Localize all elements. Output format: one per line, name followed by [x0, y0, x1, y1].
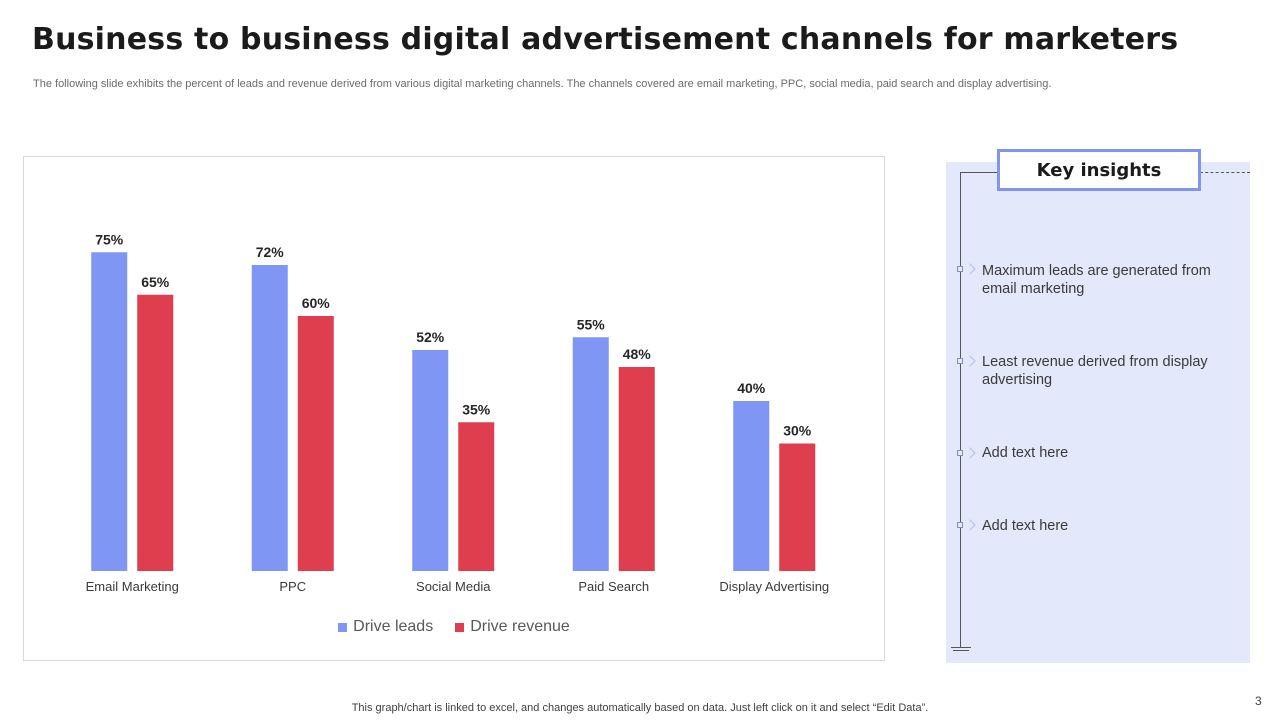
page-number: 3: [1255, 694, 1262, 708]
insight-bullet-icon: [957, 266, 963, 272]
bar-drive-leads-email-marketing[interactable]: [91, 252, 128, 571]
data-label-drive-revenue-ppc: 60%: [302, 295, 331, 311]
data-label-drive-leads-email-marketing: 75%: [95, 231, 124, 247]
page-subtitle: The following slide exhibits the percent…: [33, 78, 1052, 90]
data-label-drive-revenue-social-media: 35%: [462, 401, 491, 417]
legend-label-drive-leads: Drive leads: [353, 618, 434, 635]
bar-drive-leads-display-advertising[interactable]: [733, 401, 770, 571]
data-label-drive-leads-ppc: 72%: [256, 244, 285, 260]
x-tick-label-ppc: PPC: [279, 579, 306, 594]
legend-item-drive-revenue: Drive revenue: [455, 618, 570, 636]
chart-legend: Drive leads Drive revenue: [24, 618, 884, 636]
bar-drive-revenue-paid-search[interactable]: [618, 367, 655, 571]
insight-item-1: Maximum leads are generated from email m…: [982, 263, 1211, 297]
legend-item-drive-leads: Drive leads: [338, 618, 433, 636]
insight-bullet-icon: [957, 450, 963, 456]
insight-item-3[interactable]: Add text here: [982, 445, 1069, 461]
bar-chart[interactable]: 75% 65% Email Marketing 72% 60% PPC 52% 35% Soci…: [24, 157, 884, 660]
data-label-drive-revenue-display-advertising: 30%: [783, 423, 812, 439]
data-label-drive-leads-paid-search: 55%: [577, 316, 606, 332]
bar-drive-leads-paid-search[interactable]: [572, 337, 609, 571]
insight-item-4[interactable]: Add text here: [982, 518, 1069, 534]
key-insights-panel: [946, 162, 1250, 663]
insight-item-2: Least revenue derived from display adver…: [982, 354, 1208, 388]
insight-bullet-icon: [957, 522, 963, 528]
x-tick-label-paid-search: Paid Search: [578, 579, 649, 594]
footer-note: This graph/chart is linked to excel, and…: [351, 702, 929, 714]
key-insights-heading: Key insights: [997, 149, 1201, 191]
timeline-top-dash: [1200, 172, 1250, 173]
data-label-drive-leads-display-advertising: 40%: [737, 380, 766, 396]
timeline-base: [951, 647, 971, 648]
x-tick-label-social-media: Social Media: [416, 579, 491, 594]
legend-swatch-drive-revenue: [455, 622, 465, 632]
bar-drive-leads-ppc[interactable]: [251, 265, 288, 571]
bar-drive-revenue-ppc[interactable]: [297, 316, 334, 571]
bar-drive-revenue-email-marketing[interactable]: [137, 294, 174, 571]
chart-container[interactable]: 75% 65% Email Marketing 72% 60% PPC 52% 35% Soci…: [23, 156, 885, 661]
data-label-drive-leads-social-media: 52%: [416, 329, 445, 345]
legend-swatch-drive-leads: [338, 622, 348, 632]
x-tick-label-display-advertising: Display Advertising: [719, 579, 829, 594]
legend-label-drive-revenue: Drive revenue: [470, 618, 570, 635]
x-tick-label-email-marketing: Email Marketing: [86, 579, 179, 594]
bar-drive-revenue-social-media[interactable]: [458, 422, 495, 571]
bar-drive-leads-social-media[interactable]: [412, 350, 449, 571]
insight-bullet-icon: [957, 358, 963, 364]
bar-drive-revenue-display-advertising[interactable]: [779, 443, 816, 572]
page-title: Business to business digital advertiseme…: [32, 22, 1179, 57]
data-label-drive-revenue-paid-search: 48%: [623, 346, 652, 362]
timeline-line: [960, 172, 961, 648]
timeline-top-line: [960, 172, 998, 173]
timeline-base-inner: [953, 650, 969, 651]
data-label-drive-revenue-email-marketing: 65%: [141, 274, 170, 290]
